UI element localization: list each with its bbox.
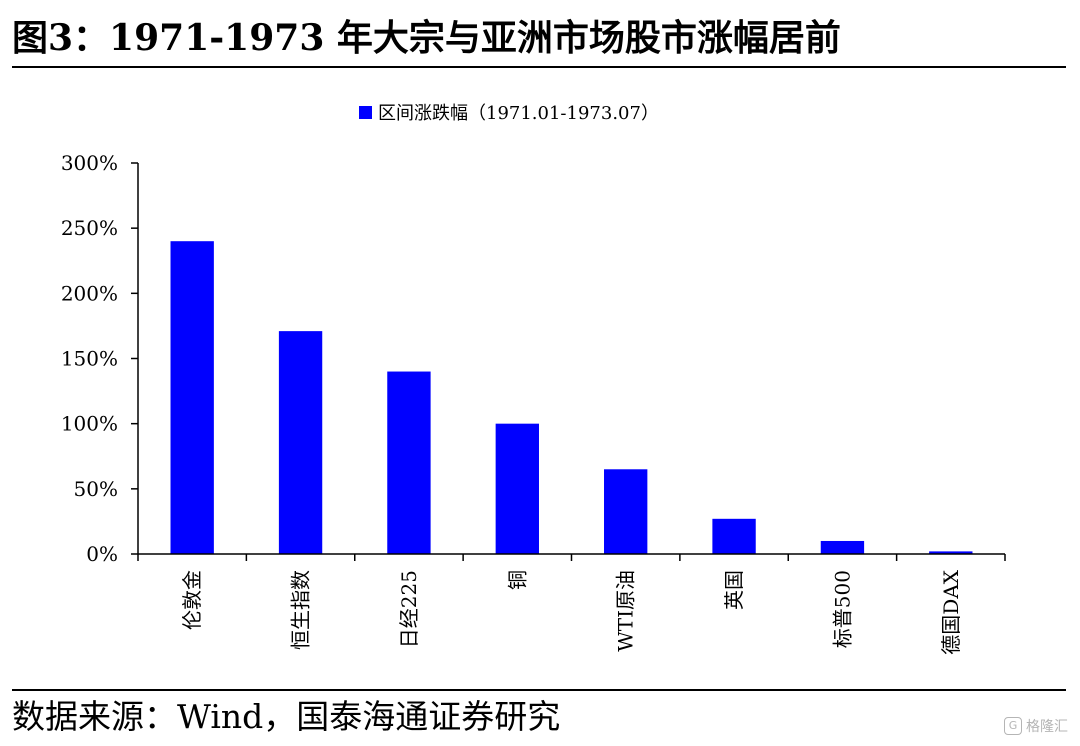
bar — [278, 331, 323, 554]
bar — [929, 551, 973, 554]
watermark-logo-icon: G — [1004, 717, 1022, 735]
x-tick-label: 恒生指数 — [289, 570, 313, 650]
y-tick-label: 0% — [86, 542, 118, 566]
source-note: 数据来源：Wind，国泰海通证券研究 — [12, 697, 561, 736]
watermark: G 格隆汇 — [1004, 716, 1068, 736]
figure-title: 图3：1971-1973 年大宗与亚洲市场股市涨幅居前 — [12, 17, 841, 59]
x-tick-label: 铜 — [505, 570, 529, 590]
x-tick-label: 德国DAX — [939, 569, 963, 654]
bar — [495, 423, 539, 554]
x-tick-label: WTI原油 — [614, 570, 638, 652]
watermark-text: 格隆汇 — [1026, 719, 1068, 735]
legend-label: 区间涨跌幅（1971.01-1973.07） — [378, 103, 659, 124]
bar — [604, 469, 648, 554]
bar — [387, 371, 431, 554]
legend-swatch — [359, 106, 372, 119]
x-tick-label: 伦敦金 — [180, 570, 204, 630]
bars — [170, 241, 973, 554]
y-tick-label: 100% — [61, 412, 118, 436]
x-tick-label: 日经225 — [397, 570, 421, 648]
legend: 区间涨跌幅（1971.01-1973.07） — [359, 103, 659, 124]
x-tick-label: 标普500 — [830, 570, 854, 648]
y-tick-label: 150% — [61, 347, 118, 371]
footer-divider — [12, 689, 1066, 691]
y-tick-label: 300% — [61, 151, 118, 175]
bar — [170, 241, 214, 554]
x-tick-label: 英国 — [722, 570, 746, 610]
y-axis: 0% 50% 100% 150% 200% 250% 300% — [61, 151, 139, 566]
title-divider — [12, 66, 1066, 68]
y-tick-label: 250% — [61, 216, 118, 240]
bar — [712, 518, 756, 554]
bar — [820, 540, 865, 554]
y-tick-label: 200% — [61, 281, 118, 305]
y-tick-label: 50% — [74, 477, 118, 501]
x-axis: 伦敦金 恒生指数 日经225 铜 WTI原油 英国 标普500 德国DAX — [137, 553, 1006, 655]
